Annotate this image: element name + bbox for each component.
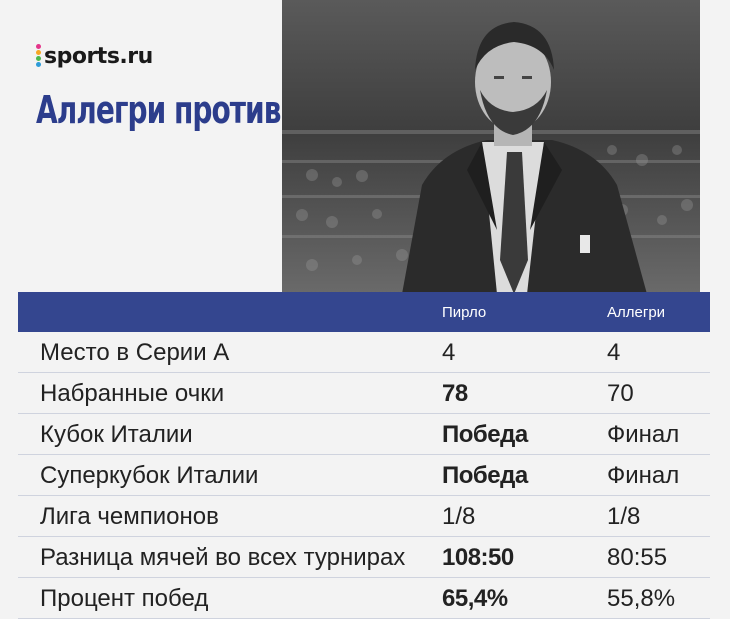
logo-text: sports.ru: [44, 43, 153, 69]
row-pirlo-value: Победа: [442, 421, 528, 448]
row-label: Суперкубок Италии: [40, 462, 259, 489]
row-label: Набранные очки: [40, 380, 225, 407]
table-row: Лига чемпионов 1/8 1/8: [18, 496, 710, 537]
row-allegri-value: 4: [607, 339, 621, 366]
row-label: Процент побед: [40, 585, 209, 612]
row-pirlo-value: Победа: [442, 462, 528, 489]
row-allegri-value: Финал: [607, 462, 680, 489]
row-label: Лига чемпионов: [40, 503, 219, 530]
row-pirlo-value: 108:50: [442, 544, 514, 571]
row-pirlo-value: 1/8: [442, 503, 476, 530]
table-row: Место в Серии А 4 4: [18, 332, 710, 373]
row-label: Место в Серии А: [40, 339, 230, 366]
row-label: Разница мячей во всех турнирах: [40, 544, 406, 571]
comparison-table: Пирло Аллегри Место в Серии А 4 4 Набранные…: [18, 292, 710, 619]
table-row: Суперкубок Италии Победа Финал: [18, 455, 710, 496]
table-row: Разница мячей во всех турнирах 108:50 80:5…: [18, 537, 710, 578]
table-row: Набранные очки 78 70: [18, 373, 710, 414]
row-allegri-value: Финал: [607, 421, 680, 448]
row-allegri-value: 80:55: [607, 544, 668, 571]
header-col-allegri: Аллегри: [607, 304, 666, 321]
table-header: Пирло Аллегри: [18, 292, 710, 332]
row-allegri-value: 70: [607, 380, 634, 407]
header-col-pirlo: Пирло: [442, 304, 487, 321]
coach-photo: [282, 0, 700, 294]
row-label: Кубок Италии: [40, 421, 193, 448]
row-pirlo-value: 65,4%: [442, 585, 508, 612]
row-pirlo-value: 78: [442, 380, 468, 407]
logo-dots-icon: [36, 44, 41, 68]
table-row: Кубок Италии Победа Финал: [18, 414, 710, 455]
row-allegri-value: 1/8: [607, 503, 641, 530]
row-allegri-value: 55,8%: [607, 585, 676, 612]
sports-ru-logo: sports.ru: [36, 41, 153, 71]
row-pirlo-value: 4: [442, 339, 456, 366]
table-row: Процент побед 65,4% 55,8%: [18, 578, 710, 619]
